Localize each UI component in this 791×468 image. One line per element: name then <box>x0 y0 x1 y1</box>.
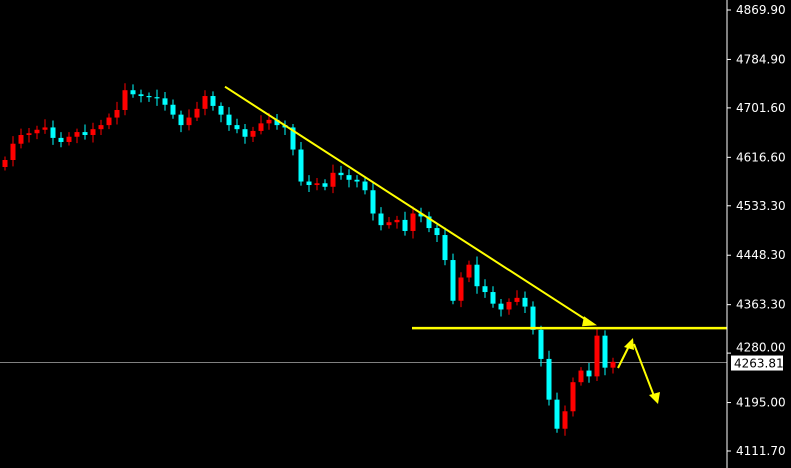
candle-body <box>154 97 160 99</box>
candle-body <box>162 98 168 105</box>
candle-body <box>210 96 216 106</box>
candle-body <box>10 143 16 161</box>
candle-body <box>418 213 424 217</box>
last-price-label: 4263.81 <box>734 357 784 371</box>
candle-body <box>122 90 128 110</box>
down-arrowhead-icon <box>649 392 660 404</box>
candle-body <box>226 114 232 126</box>
candle-body <box>338 172 344 176</box>
price-axis-label: 4195.00 <box>736 396 786 410</box>
candle-body <box>18 134 24 144</box>
candle-body <box>194 108 200 118</box>
candle-body <box>106 117 112 126</box>
candle-body <box>234 125 240 130</box>
candle-body <box>586 370 592 377</box>
candle-body <box>170 104 176 115</box>
price-axis-label: 4616.60 <box>736 150 786 164</box>
downtrend-line <box>224 85 591 324</box>
candle-body <box>386 222 392 226</box>
candle-body <box>250 130 256 137</box>
candle-body <box>346 175 352 180</box>
candle-body <box>426 216 432 229</box>
price-axis-label: 4869.90 <box>736 3 786 17</box>
candle-body <box>458 277 464 301</box>
candle-body <box>266 119 272 124</box>
candle-body <box>354 179 360 182</box>
candle-body <box>434 228 440 236</box>
candle-body <box>410 213 416 231</box>
candle-body <box>522 297 528 307</box>
candle-body <box>562 411 568 429</box>
candle-body <box>498 303 504 310</box>
candle-body <box>538 329 544 359</box>
up-arrowhead-icon <box>624 338 634 350</box>
candle-body <box>490 292 496 304</box>
candle-body <box>258 123 264 131</box>
candle-body <box>242 129 248 137</box>
candle-body <box>554 399 560 429</box>
candle-body <box>570 382 576 412</box>
candle-body <box>2 160 8 167</box>
candle-body <box>98 125 104 130</box>
candle-body <box>610 361 616 368</box>
candle-body <box>506 301 512 310</box>
candle-body <box>322 183 328 187</box>
candle-body <box>362 181 368 191</box>
candle-body <box>74 132 80 137</box>
price-axis-label: 4363.30 <box>736 298 786 312</box>
candle-body <box>514 297 520 302</box>
candle-body <box>466 264 472 278</box>
candle-body <box>482 286 488 293</box>
candle-body <box>402 219 408 231</box>
candle-body <box>114 109 120 118</box>
candle-body <box>186 117 192 126</box>
candle-body <box>66 136 72 142</box>
candle-body <box>218 105 224 115</box>
candle-body <box>306 181 312 186</box>
candle-body <box>82 132 88 135</box>
candle-body <box>178 114 184 126</box>
candle-body <box>274 119 280 126</box>
candle-body <box>594 335 600 377</box>
price-axis-label: 4784.90 <box>736 52 786 66</box>
candle-body <box>202 96 208 109</box>
candle-body <box>42 127 48 130</box>
candle-body <box>394 219 400 223</box>
candle-body <box>314 183 320 186</box>
price-axis-label: 4111.70 <box>736 444 786 458</box>
candle-body <box>602 335 608 368</box>
price-axis-label: 4280.00 <box>736 341 786 355</box>
candle-body <box>34 129 40 134</box>
price-axis-label: 4533.30 <box>736 199 786 213</box>
candle-body <box>442 235 448 261</box>
downtrend-arrowhead-icon <box>582 316 597 327</box>
candle-body <box>50 127 56 138</box>
candle-body <box>450 260 456 301</box>
candle-body <box>90 129 96 135</box>
price-axis-label: 4448.30 <box>736 248 786 262</box>
candle-body <box>146 96 152 98</box>
candle-body <box>370 190 376 214</box>
candle-body <box>290 127 296 150</box>
price-axis-label: 4701.60 <box>736 101 786 115</box>
candle-body <box>130 90 136 95</box>
last-price-badge <box>731 355 783 371</box>
candle-body <box>138 94 144 97</box>
candle-body <box>26 133 32 135</box>
candle-body <box>578 370 584 383</box>
candle-body <box>298 149 304 182</box>
candle-body <box>58 137 64 142</box>
down-arrow-line <box>633 343 655 397</box>
candle-body <box>330 172 336 187</box>
candle-body <box>474 264 480 287</box>
candle-body <box>546 358 552 400</box>
candle-body <box>378 213 384 226</box>
candle-body <box>530 306 536 330</box>
